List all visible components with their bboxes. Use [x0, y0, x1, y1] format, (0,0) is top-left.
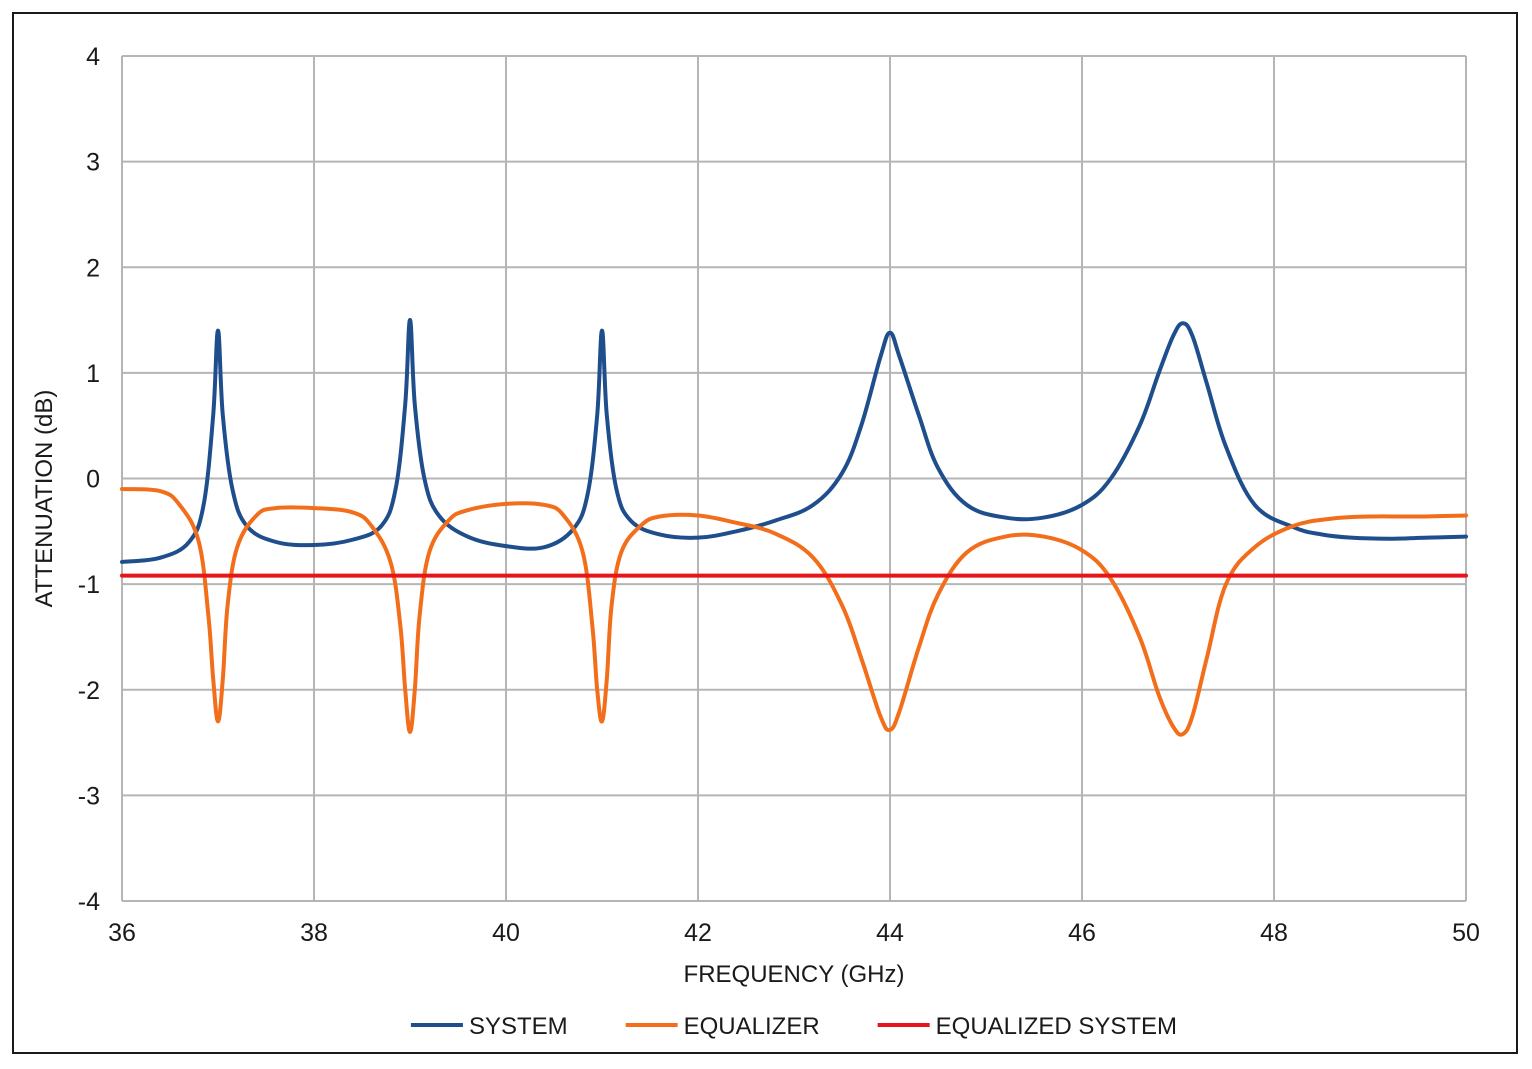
y-tick-label: 0: [86, 466, 100, 494]
x-tick-label: 38: [300, 919, 328, 947]
x-tick-label: 48: [1260, 919, 1288, 947]
y-tick-label: 2: [86, 254, 100, 282]
attenuation-chart: 4 3 2 1 0 -1 -2 -3 -4 36 38 40 42 44 46 48 50 FREQUENCY…: [31, 43, 1480, 1040]
y-tick-label: 4: [86, 43, 100, 71]
x-tick-label: 40: [492, 919, 520, 947]
x-axis-label: FREQUENCY (GHz): [684, 961, 905, 988]
x-tick-label: 44: [876, 919, 904, 947]
legend: SYSTEM EQUALIZER EQUALIZED SYSTEM: [410, 1013, 1177, 1040]
y-tick-label: -2: [78, 677, 100, 705]
x-tick-label: 50: [1452, 919, 1480, 947]
legend-label-system: SYSTEM: [469, 1013, 568, 1040]
y-tick-label: 3: [86, 149, 100, 177]
y-axis-ticks: 4 3 2 1 0 -1 -2 -3 -4: [78, 43, 100, 916]
legend-label-equalizer: EQUALIZER: [684, 1013, 820, 1040]
chart-frame: 4 3 2 1 0 -1 -2 -3 -4 36 38 40 42 44 46 48 50 FREQUENCY…: [12, 12, 1518, 1054]
grid: [121, 55, 1467, 902]
legend-label-equalized-system: EQUALIZED SYSTEM: [936, 1013, 1177, 1040]
y-axis-label: ATTENUATION (dB): [31, 390, 58, 608]
x-tick-label: 42: [684, 919, 712, 947]
x-tick-label: 36: [108, 919, 136, 947]
x-axis-ticks: 36 38 40 42 44 46 48 50: [108, 919, 1480, 947]
y-tick-label: 1: [86, 360, 100, 388]
y-tick-label: -1: [78, 571, 100, 599]
y-tick-label: -4: [78, 888, 100, 916]
series-lines: [120, 318, 1468, 737]
series-line-equalizer: [120, 487, 1468, 737]
y-tick-label: -3: [78, 782, 100, 810]
series-line-system: [120, 318, 1468, 564]
x-tick-label: 46: [1068, 919, 1096, 947]
